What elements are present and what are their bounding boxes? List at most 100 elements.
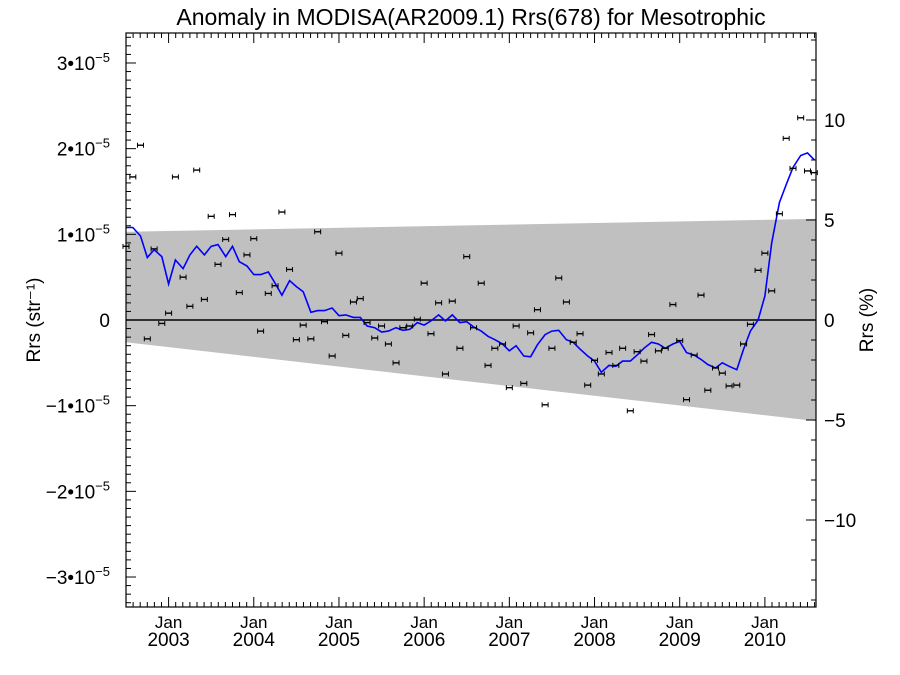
x-tick-label-year: 2010: [744, 630, 786, 651]
y-tick-label-left: −1•10−5: [46, 393, 110, 418]
data-point: [761, 250, 769, 256]
y-axis-right-label: Rrs (%): [857, 288, 878, 352]
x-tick-label-month: Jan: [325, 613, 352, 632]
x-tick-label-month: Jan: [581, 613, 608, 632]
data-point: [165, 310, 173, 316]
data-point: [129, 174, 137, 180]
data-point: [584, 382, 592, 388]
y-tick-label-left: 3•10−5: [57, 50, 110, 75]
data-point: [271, 283, 279, 289]
data-point: [286, 266, 294, 272]
data-point: [413, 316, 421, 322]
x-tick-label-month: Jan: [666, 613, 693, 632]
data-point: [697, 292, 705, 298]
chart-title: Anomaly in MODISA(AR2009.1) Rrs(678) for…: [176, 4, 765, 30]
data-point: [356, 296, 364, 302]
data-point: [363, 320, 371, 326]
x-tick-label-year: 2008: [573, 630, 615, 651]
x-tick-label-month: Jan: [155, 613, 182, 632]
data-point: [569, 339, 577, 345]
data-point: [448, 298, 456, 304]
data-point: [733, 382, 741, 388]
data-point: [633, 349, 641, 355]
data-point: [654, 348, 662, 354]
data-point: [505, 385, 513, 391]
data-point: [299, 322, 307, 328]
data-point: [527, 330, 535, 336]
data-point: [456, 345, 464, 351]
data-point: [186, 303, 194, 309]
plot-area: 3•10−5 2•10−5 1•10−5 0 −1•10−5 −2•10−5 −3•10−5…: [46, 32, 856, 651]
data-point: [782, 135, 790, 141]
data-point: [250, 236, 258, 242]
data-point: [548, 345, 556, 351]
data-point: [171, 174, 179, 180]
data-point: [292, 337, 300, 343]
data-point: [378, 323, 386, 329]
data-point: [335, 250, 343, 256]
data-point: [690, 352, 698, 358]
data-point: [243, 252, 251, 258]
data-point: [371, 335, 379, 341]
data-point: [228, 212, 236, 218]
data-point: [669, 302, 677, 308]
data-point: [499, 341, 507, 347]
x-tick-label-month: Jan: [751, 613, 778, 632]
data-point: [477, 280, 485, 286]
smoothed-anomaly-line: [126, 151, 815, 374]
data-point: [768, 288, 776, 294]
x-tick-label-year: 2004: [233, 630, 276, 651]
data-point: [264, 290, 272, 296]
x-tick-label-month: Jan: [240, 613, 267, 632]
data-point: [278, 209, 286, 215]
data-point: [491, 345, 499, 351]
data-point: [789, 165, 797, 171]
data-point: [392, 360, 400, 366]
data-point: [143, 336, 151, 342]
data-point: [605, 350, 613, 356]
data-point: [626, 408, 634, 414]
data-point: [427, 331, 435, 337]
data-point: [328, 353, 336, 359]
data-point: [562, 299, 570, 305]
data-point: [158, 320, 166, 326]
x-tick-label-year: 2009: [659, 630, 701, 651]
data-point: [740, 341, 748, 347]
data-point: [661, 345, 669, 351]
data-point: [754, 267, 762, 273]
x-tick-label-year: 2006: [403, 630, 445, 651]
data-point: [214, 261, 222, 267]
data-point: [512, 323, 520, 329]
data-point: [342, 332, 350, 338]
data-point: [463, 254, 471, 260]
data-point: [683, 397, 691, 403]
y-tick-label-right: −5: [824, 411, 846, 432]
y-tick-label-right: 0: [824, 311, 835, 332]
x-tick-label-month: Jan: [410, 613, 437, 632]
data-point: [555, 275, 563, 281]
data-point: [179, 274, 187, 280]
data-point: [640, 358, 648, 364]
data-point: [591, 357, 599, 363]
data-point: [320, 319, 328, 325]
data-point: [435, 300, 443, 306]
y-tick-label-right: 10: [824, 111, 845, 132]
data-point: [520, 380, 528, 386]
x-tick-label-year: 2007: [488, 630, 530, 651]
data-point: [612, 362, 620, 368]
data-point: [725, 383, 733, 389]
y-tick-label-right: 5: [824, 211, 835, 232]
data-point: [775, 211, 783, 217]
data-point: [711, 365, 719, 371]
data-point: [150, 246, 158, 252]
data-point: [349, 299, 357, 305]
data-point: [307, 336, 315, 342]
x-tick-label-month: Jan: [496, 613, 523, 632]
data-point: [541, 402, 549, 408]
data-point: [619, 345, 627, 351]
data-point: [207, 213, 215, 219]
data-point: [314, 229, 322, 235]
data-point: [597, 371, 605, 377]
data-point: [803, 168, 811, 174]
data-point: [533, 307, 541, 313]
